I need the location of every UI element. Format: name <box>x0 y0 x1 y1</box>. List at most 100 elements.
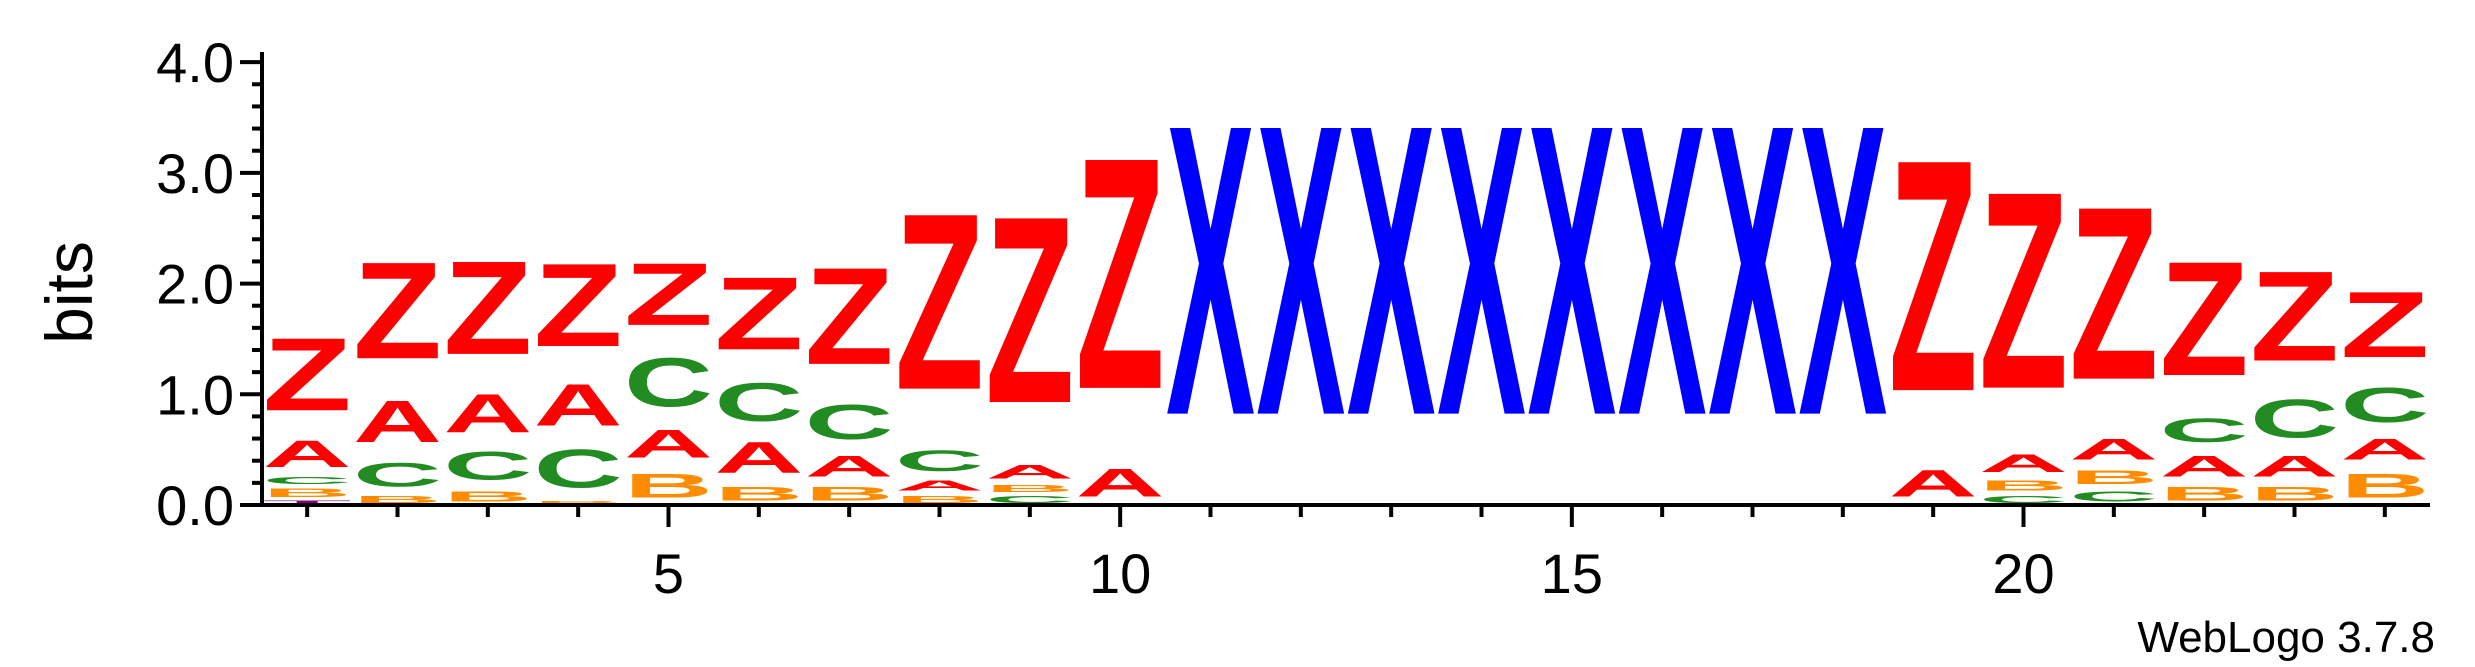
glyph-Z: Z <box>443 233 532 382</box>
glyph-T: T <box>263 499 352 505</box>
x-tick-label: 10 <box>1089 542 1151 605</box>
glyph-C: C <box>2250 389 2339 450</box>
glyph-A: A <box>2250 450 2339 483</box>
glyph-A: A <box>624 422 713 466</box>
glyph-C: C <box>443 444 532 488</box>
glyph-Z: Z <box>2069 154 2158 431</box>
glyph-C: C <box>985 494 1074 505</box>
glyph-X: X <box>1166 39 1256 502</box>
glyph-A: A <box>985 461 1074 483</box>
glyph-B: B <box>895 494 984 505</box>
y-tick-label: 4.0 <box>156 31 234 94</box>
glyph-A: A <box>1076 461 1165 505</box>
glyph-C: C <box>534 439 623 500</box>
glyph-B: B <box>2160 483 2249 505</box>
x-tick-label: 5 <box>653 542 684 605</box>
glyph-X: X <box>1798 39 1888 502</box>
glyph-C: C <box>263 475 352 486</box>
glyph-B: B <box>2250 483 2339 505</box>
glyph-A: A <box>895 477 984 494</box>
y-tick-label: 0.0 <box>156 474 234 537</box>
glyph-X: X <box>1527 39 1617 502</box>
glyph-B: B <box>2340 466 2429 505</box>
glyph-B: B <box>805 483 894 505</box>
logo-stack-19: AZ <box>1889 91 1978 505</box>
glyph-C: C <box>895 444 984 477</box>
glyph-A: A <box>443 384 532 445</box>
glyph-A: A <box>1889 463 1978 505</box>
glyph-Z: Z <box>2250 245 2339 388</box>
glyph-C: C <box>805 394 894 449</box>
glyph-Z: Z <box>1076 89 1165 459</box>
glyph-Z: Z <box>1889 91 1978 461</box>
glyph-Z: Z <box>534 240 623 372</box>
glyph-A: A <box>2340 433 2429 466</box>
x-tick-label: 20 <box>1992 542 2054 605</box>
glyph-Z: Z <box>895 161 984 443</box>
glyph-B: B <box>534 499 623 504</box>
x-tick-label: 15 <box>1541 542 1603 605</box>
glyph-Z: Z <box>2160 227 2249 409</box>
glyph-A: A <box>353 389 442 455</box>
glyph-Z: Z <box>985 160 1074 459</box>
glyph-B: B <box>1979 477 2068 494</box>
glyph-C: C <box>353 455 442 494</box>
glyph-Z: Z <box>263 317 352 433</box>
y-tick-label: 3.0 <box>156 142 234 205</box>
glyph-B: B <box>263 486 352 499</box>
glyph-B: B <box>443 488 532 505</box>
glyph-Z: Z <box>624 245 713 345</box>
logo-stack-17: X <box>1708 39 1798 502</box>
glyph-X: X <box>1618 39 1708 502</box>
glyph-Z: Z <box>714 256 803 372</box>
weblogo-credit: WebLogo 3.7.8 <box>2137 613 2435 662</box>
logo-stack-14: X <box>1437 39 1527 502</box>
glyph-X: X <box>1256 39 1346 502</box>
axes: 0.0 1.0 2.0 3.0 4.0 5 10 15 20 <box>156 31 2430 605</box>
glyph-C: C <box>2160 411 2249 450</box>
glyph-Z: Z <box>805 239 894 394</box>
glyph-A: A <box>1979 450 2068 478</box>
glyph-B: B <box>714 483 803 505</box>
glyph-X: X <box>1437 39 1527 502</box>
glyph-Z: Z <box>353 234 442 389</box>
glyph-A: A <box>714 433 803 483</box>
y-tick-label: 2.0 <box>156 253 234 316</box>
glyph-B: B <box>353 494 442 505</box>
glyph-C: C <box>1979 494 2068 505</box>
logo-stack-16: X <box>1618 39 1708 502</box>
logo-stack-12: X <box>1256 39 1346 502</box>
glyph-X: X <box>1347 39 1437 502</box>
logo-stack-10: AZ <box>1076 89 1165 505</box>
glyph-C: C <box>2340 377 2429 432</box>
glyph-B: B <box>624 466 713 505</box>
glyph-A: A <box>263 433 352 475</box>
glyph-C: C <box>624 345 713 422</box>
glyph-C: C <box>2069 488 2158 505</box>
glyph-X: X <box>1708 39 1798 502</box>
glyph-Z: Z <box>2340 272 2429 377</box>
y-axis-label: bits <box>32 241 106 344</box>
logo-stack-11: X <box>1166 39 1256 502</box>
glyph-Z: Z <box>1979 133 2068 448</box>
glyph-A: A <box>805 450 894 483</box>
glyph-B: B <box>2069 466 2158 488</box>
glyph-A: A <box>534 372 623 438</box>
glyph-C: C <box>714 373 803 434</box>
glyph-A: A <box>2160 450 2249 483</box>
glyph-A: A <box>2069 433 2158 466</box>
y-tick-label: 1.0 <box>156 363 234 426</box>
